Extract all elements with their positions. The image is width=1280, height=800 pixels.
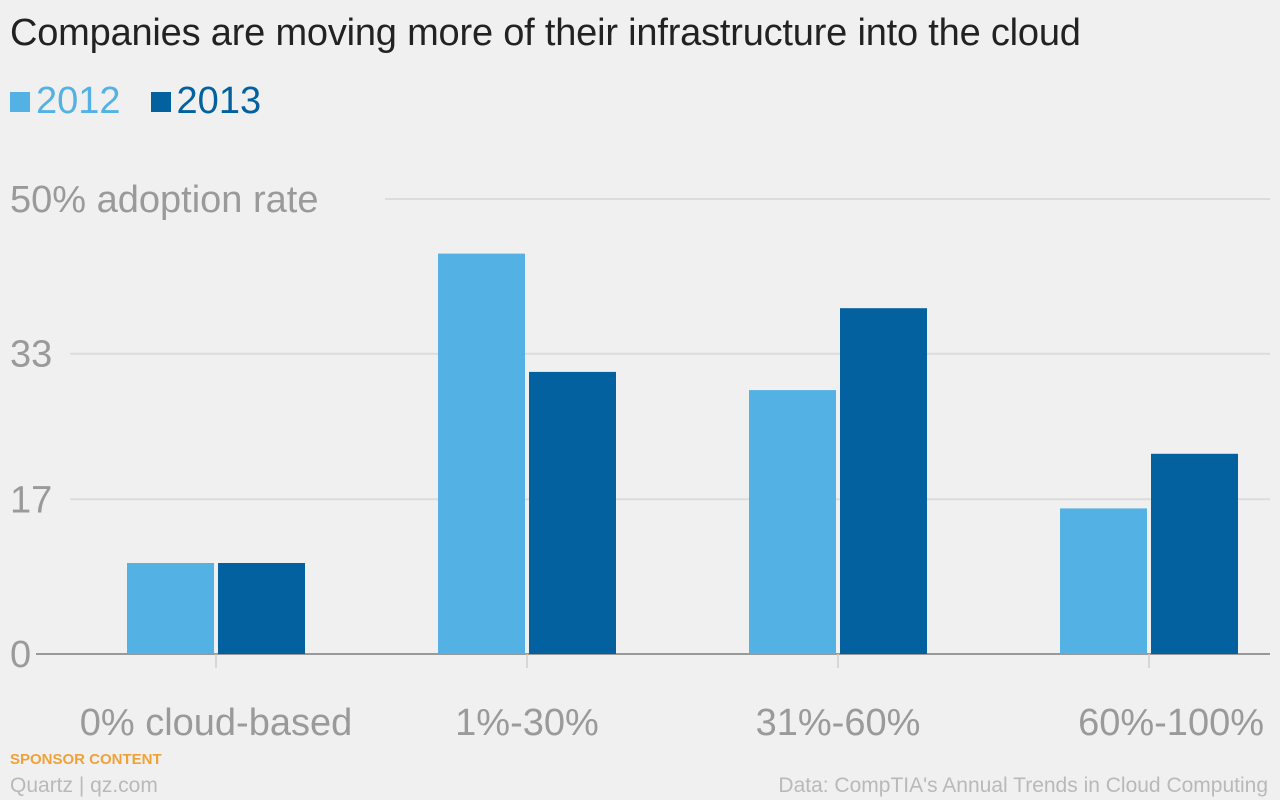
y-tick-label: 50% adoption rate	[10, 179, 318, 221]
sponsor-label: SPONSOR CONTENT	[10, 751, 162, 768]
legend-item-2012: 2012	[10, 80, 121, 123]
bar-2013-0	[218, 563, 305, 654]
x-tick-label: 1%-30%	[455, 702, 599, 744]
y-tick-label: 0	[10, 634, 31, 676]
x-tick-label: 60%-100%	[1078, 702, 1264, 744]
bar-2012-2	[749, 390, 836, 654]
bar-2012-0	[127, 563, 214, 654]
y-tick-label: 33	[10, 334, 52, 376]
legend-swatch-2012	[10, 91, 30, 112]
y-tick-label: 17	[10, 479, 52, 521]
legend-swatch-2013	[150, 91, 171, 112]
legend-label-2013: 2013	[176, 80, 262, 122]
bar-2013-1	[529, 371, 616, 654]
source-label: Data: CompTIA's Annual Trends in Cloud C…	[778, 774, 1268, 797]
legend-label-2012: 2012	[36, 80, 121, 122]
legend-item-2013: 2013	[150, 80, 262, 123]
chart-title: Companies are moving more of their infra…	[10, 12, 1081, 54]
bar-2013-2	[840, 308, 927, 654]
bar-2012-3	[1060, 508, 1147, 654]
chart-legend: 2012 2013	[10, 80, 291, 123]
x-tick-label: 31%-60%	[756, 702, 921, 744]
x-tick-label: 0% cloud-based	[80, 702, 353, 744]
bar-2013-3	[1151, 453, 1238, 654]
bar-2012-1	[438, 253, 525, 654]
credit-label: Quartz | qz.com	[10, 774, 158, 797]
